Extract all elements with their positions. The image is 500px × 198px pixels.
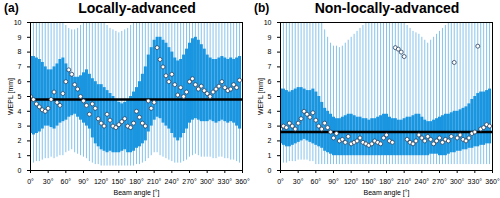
svg-text:10: 10 (264, 19, 272, 26)
svg-text:240°: 240° (165, 178, 180, 185)
svg-text:270°: 270° (182, 178, 197, 185)
svg-text:90°: 90° (78, 178, 89, 185)
svg-text:6: 6 (18, 78, 22, 85)
svg-text:9: 9 (268, 34, 272, 41)
svg-text:90°: 90° (328, 178, 339, 185)
svg-text:60°: 60° (61, 178, 72, 185)
svg-text:3: 3 (268, 122, 272, 129)
svg-text:120°: 120° (344, 178, 359, 185)
svg-text:3: 3 (18, 122, 22, 129)
svg-text:210°: 210° (397, 178, 412, 185)
svg-text:8: 8 (18, 48, 22, 55)
svg-text:0°: 0° (277, 178, 284, 185)
svg-text:7: 7 (268, 63, 272, 70)
svg-text:7: 7 (18, 63, 22, 70)
svg-text:8: 8 (268, 48, 272, 55)
svg-text:WEPL [mm]: WEPL [mm] (257, 78, 265, 115)
svg-text:360°: 360° (235, 178, 250, 185)
html-text:(a): (a) (4, 1, 19, 15)
svg-text:60°: 60° (311, 178, 322, 185)
svg-text:150°: 150° (112, 178, 127, 185)
svg-text:300°: 300° (450, 178, 465, 185)
svg-text:2: 2 (268, 137, 272, 144)
svg-text:210°: 210° (147, 178, 162, 185)
svg-text:180°: 180° (379, 178, 394, 185)
svg-text:120°: 120° (94, 178, 109, 185)
html-text:Non-locally-advanced: Non-locally-advanced (314, 0, 460, 16)
svg-text:0: 0 (268, 167, 272, 174)
svg-text:9: 9 (18, 34, 22, 41)
svg-text:10: 10 (14, 19, 22, 26)
svg-text:360°: 360° (485, 178, 500, 185)
svg-text:6: 6 (268, 78, 272, 85)
svg-text:0°: 0° (27, 178, 34, 185)
svg-text:0: 0 (18, 167, 22, 174)
svg-text:WEPL [mm]: WEPL [mm] (7, 78, 15, 115)
svg-text:150°: 150° (362, 178, 377, 185)
svg-text:4: 4 (268, 108, 272, 115)
svg-text:240°: 240° (415, 178, 430, 185)
svg-text:330°: 330° (218, 178, 233, 185)
svg-text:4: 4 (18, 108, 22, 115)
svg-text:180°: 180° (129, 178, 144, 185)
svg-text:270°: 270° (432, 178, 447, 185)
svg-text:5: 5 (268, 93, 272, 100)
svg-text:330°: 330° (468, 178, 483, 185)
svg-text:30°: 30° (293, 178, 304, 185)
svg-text:2: 2 (18, 137, 22, 144)
html-text:Locally-advanced: Locally-advanced (78, 0, 196, 16)
svg-text:5: 5 (18, 93, 22, 100)
svg-text:30°: 30° (43, 178, 54, 185)
svg-text:1: 1 (18, 152, 22, 159)
svg-text:300°: 300° (200, 178, 215, 185)
html-text:(b): (b) (254, 1, 270, 15)
svg-text:1: 1 (268, 152, 272, 159)
svg-text:Beam angle [°]: Beam angle [°] (364, 189, 410, 197)
svg-text:Beam angle [°]: Beam angle [°] (114, 189, 160, 197)
